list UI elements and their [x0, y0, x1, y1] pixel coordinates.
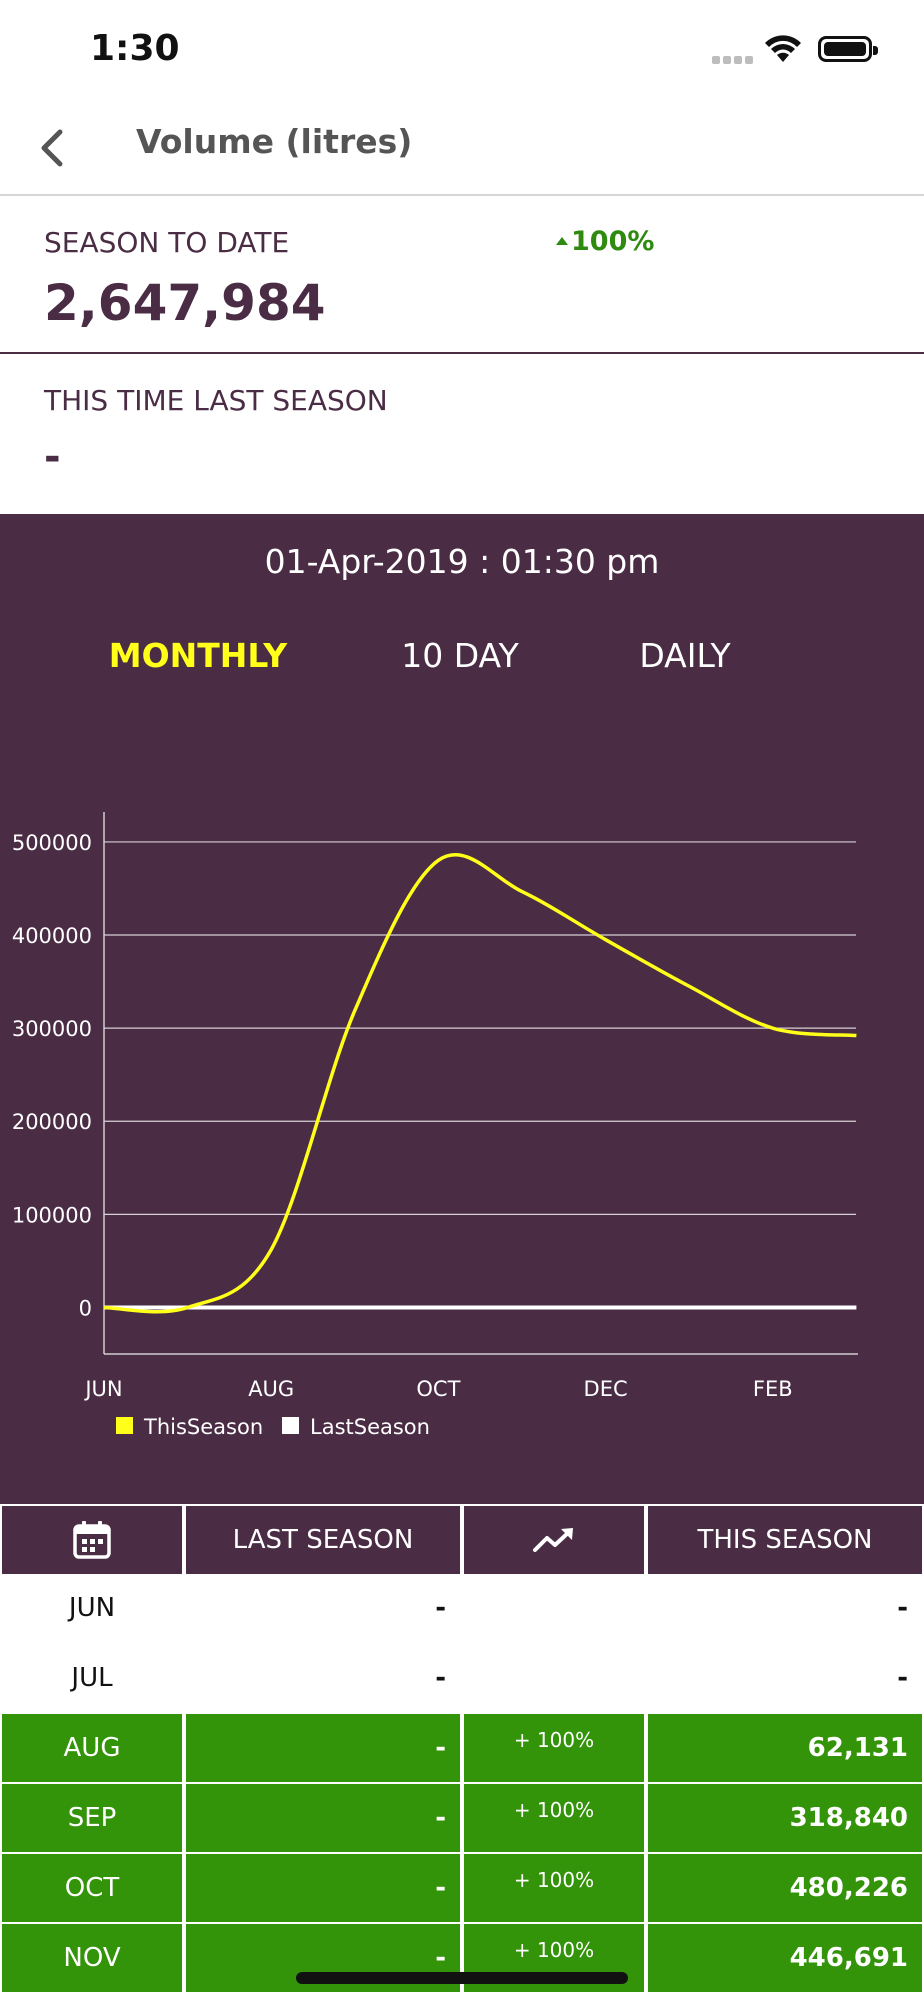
table-header-date: [2, 1506, 182, 1574]
x-tick-label: AUG: [248, 1377, 294, 1401]
row-this-season: 446,691: [648, 1924, 922, 1992]
table-row: AUG - + 100% 62,131: [0, 1714, 924, 1784]
calendar-icon: [73, 1521, 111, 1559]
wifi-icon: [765, 35, 801, 62]
y-tick-label: 500000: [12, 831, 92, 855]
row-month: JUL: [2, 1644, 182, 1712]
cellular-signal-icon: [712, 56, 754, 64]
legend-label: LastSeason: [310, 1415, 430, 1439]
row-last-season: -: [186, 1714, 460, 1782]
volume-line-chart: 0 100000 200000 300000 400000 500000 JUN AUG OCT…: [12, 812, 858, 1439]
last-season-value: -: [44, 434, 61, 480]
legend-label: ThisSeason: [143, 1415, 263, 1439]
nav-bar: Volume (litres): [0, 100, 924, 196]
x-tick-label: OCT: [416, 1377, 460, 1401]
row-month: SEP: [2, 1784, 182, 1852]
row-this-season: 318,840: [648, 1784, 922, 1852]
tab-10-day[interactable]: 10 DAY: [401, 636, 519, 675]
battery-icon: [818, 36, 878, 62]
row-change: + 100%: [464, 1854, 644, 1922]
season-change-badge: 100%: [556, 226, 654, 257]
season-to-date-value: 2,647,984: [44, 274, 326, 332]
last-season-card: THIS TIME LAST SEASON -: [0, 356, 924, 514]
table-row: JUL - -: [0, 1644, 924, 1714]
x-tick-label: DEC: [584, 1377, 628, 1401]
back-button[interactable]: [30, 120, 86, 176]
trend-up-icon: [533, 1528, 573, 1552]
season-change-value: 100%: [571, 226, 655, 257]
table-header-change: [464, 1506, 644, 1574]
row-month: JUN: [2, 1574, 182, 1642]
table-header-this-season: THIS SEASON: [648, 1506, 922, 1574]
chart-timestamp: 01-Apr-2019 : 01:30 pm: [264, 542, 660, 581]
season-to-date-card: SEASON TO DATE 100% 2,647,984: [0, 196, 924, 354]
row-this-season: 480,226: [648, 1854, 922, 1922]
table-header-last-season: LAST SEASON: [186, 1506, 460, 1574]
row-change: + 100%: [464, 1714, 644, 1782]
chart-panel: 01-Apr-2019 : 01:30 pm MONTHLY 10 DAY DA…: [0, 514, 924, 1504]
table-row: JUN - -: [0, 1574, 924, 1644]
status-bar: 1:30: [0, 0, 924, 100]
table-header: LAST SEASON THIS SEASON: [0, 1504, 924, 1574]
y-tick-label: 400000: [12, 924, 92, 948]
triangle-up-icon: [556, 237, 568, 245]
y-tick-label: 100000: [12, 1203, 92, 1227]
page-title: Volume (litres): [136, 122, 413, 161]
series-line-thisseason: [103, 852, 857, 1314]
row-month: AUG: [2, 1714, 182, 1782]
last-season-label: THIS TIME LAST SEASON: [44, 384, 388, 417]
monthly-data-table: LAST SEASON THIS SEASON JUN - - JUL - - AUG - + …: [0, 1504, 924, 2000]
row-month: OCT: [2, 1854, 182, 1922]
x-tick-label: JUN: [83, 1377, 122, 1401]
home-indicator: [296, 1972, 628, 1984]
legend-swatch: [116, 1417, 133, 1434]
x-tick-label: FEB: [753, 1377, 793, 1401]
row-last-season: -: [186, 1644, 460, 1712]
row-change: [464, 1574, 644, 1642]
y-tick-label: 0: [79, 1296, 92, 1320]
season-to-date-label: SEASON TO DATE: [44, 226, 290, 259]
status-time: 1:30: [90, 28, 180, 69]
row-change: [464, 1644, 644, 1712]
row-this-season: -: [648, 1574, 922, 1642]
row-this-season: 62,131: [648, 1714, 922, 1782]
tab-daily[interactable]: DAILY: [639, 636, 731, 675]
row-last-season: -: [186, 1784, 460, 1852]
row-this-season: -: [648, 1644, 922, 1712]
row-last-season: -: [186, 1854, 460, 1922]
tab-monthly[interactable]: MONTHLY: [108, 636, 288, 675]
table-row: OCT - + 100% 480,226: [0, 1854, 924, 1924]
back-chevron-icon: [41, 129, 63, 167]
row-last-season: -: [186, 1574, 460, 1642]
table-row: SEP - + 100% 318,840: [0, 1784, 924, 1854]
row-month: NOV: [2, 1924, 182, 1992]
y-tick-label: 200000: [12, 1110, 92, 1134]
row-change: + 100%: [464, 1784, 644, 1852]
legend-swatch: [282, 1417, 299, 1434]
y-tick-label: 300000: [12, 1017, 92, 1041]
